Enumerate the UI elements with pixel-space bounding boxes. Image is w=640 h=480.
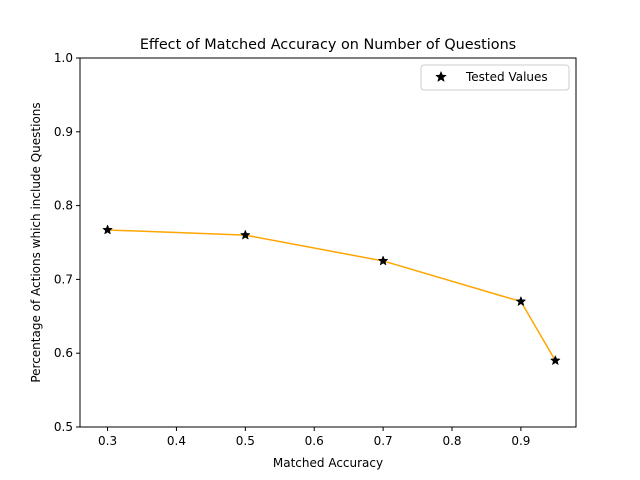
x-axis-label: Matched Accuracy — [273, 456, 383, 470]
data-point-star — [549, 354, 561, 366]
y-tick-label: 0.5 — [54, 420, 73, 434]
x-tick-label: 0.8 — [442, 434, 461, 448]
y-axis: 0.5 0.6 0.7 0.8 0.9 1.0 — [54, 51, 80, 434]
legend-star-marker-icon — [435, 70, 447, 82]
x-tick-label: 0.4 — [167, 434, 186, 448]
legend-star-shape — [435, 70, 447, 82]
data-point-star — [239, 229, 251, 240]
legend-box — [420, 64, 570, 91]
data-point-star — [377, 255, 389, 266]
y-tick-label: 0.7 — [54, 272, 73, 286]
x-axis: 0.3 0.4 0.5 0.6 0.7 0.8 0.9 — [98, 427, 530, 448]
x-tick-label: 0.9 — [511, 434, 530, 448]
series-line — [107, 229, 556, 361]
plot-frame — [79, 57, 577, 428]
y-tick-label: 1.0 — [54, 51, 73, 65]
legend: Tested Values — [420, 64, 570, 91]
plot-area — [79, 57, 577, 428]
chart-title: Effect of Matched Accuracy on Number of … — [140, 37, 516, 53]
x-tick-label: 0.6 — [305, 434, 324, 448]
data-point-star — [102, 224, 113, 235]
x-tick-label: 0.5 — [236, 434, 255, 448]
data-point-star — [515, 295, 527, 307]
x-tick-label: 0.3 — [98, 434, 117, 448]
y-tick-label: 0.6 — [54, 346, 73, 360]
legend-label: Tested Values — [465, 70, 548, 84]
y-axis-label: Percentage of Actions which include Ques… — [29, 102, 43, 382]
y-tick-label: 0.9 — [54, 125, 73, 139]
x-tick-label: 0.7 — [374, 434, 393, 448]
y-tick-label: 0.8 — [54, 199, 73, 213]
